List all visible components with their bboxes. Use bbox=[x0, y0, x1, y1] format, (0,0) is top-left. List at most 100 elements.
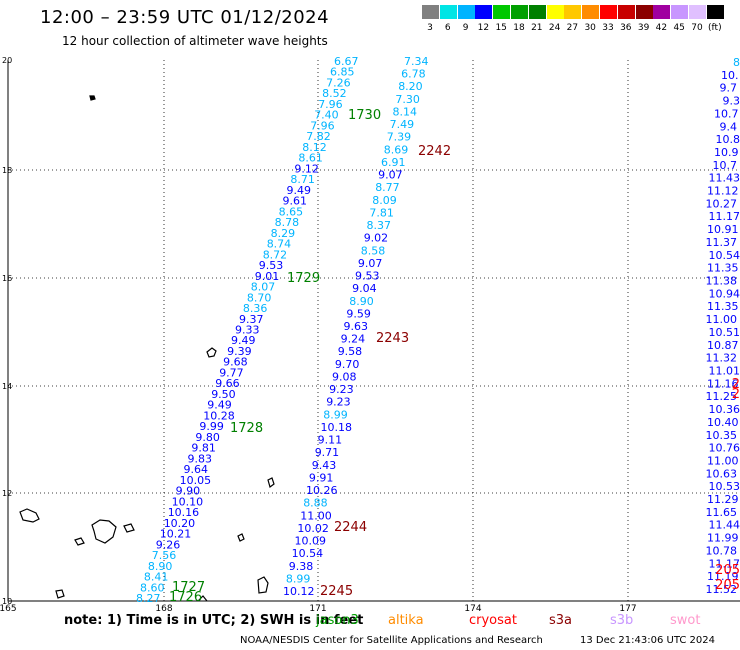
wave-height-label: 7.26 bbox=[326, 77, 351, 90]
legend-label: 3 bbox=[427, 23, 433, 33]
pass-time-label: 2245 bbox=[320, 584, 353, 599]
wave-height-label: 9.59 bbox=[346, 307, 371, 320]
legend-swatch bbox=[671, 5, 689, 19]
wave-height-label: 9.90 bbox=[176, 485, 201, 498]
wave-height-label: 10.12 bbox=[283, 585, 315, 598]
legend-label: 42 bbox=[655, 23, 668, 33]
legend-label: 30 bbox=[584, 23, 596, 33]
legend-swatch bbox=[439, 5, 457, 19]
wave-height-label: 9.43 bbox=[312, 459, 337, 472]
wave-height-label: 8.09 bbox=[372, 194, 397, 207]
satellite-cryosat: cryosat bbox=[469, 613, 517, 628]
wave-height-label: 8 bbox=[733, 56, 740, 69]
wave-height-label: 9.11 bbox=[318, 434, 343, 447]
wave-height-label: 8.72 bbox=[263, 248, 288, 261]
legend-swatch bbox=[617, 5, 635, 19]
x-tick-label: 174 bbox=[464, 604, 481, 614]
legend-label: 12 bbox=[477, 23, 490, 33]
credit-line: NOAA/NESDIS Center for Satellite Applica… bbox=[240, 635, 543, 646]
y-tick-label: 20 bbox=[2, 56, 12, 65]
wave-height-label: 11.16 bbox=[707, 377, 739, 390]
wave-height-label: 10.8 bbox=[716, 133, 740, 146]
wave-height-label: 11.29 bbox=[707, 493, 739, 506]
wave-height-label: 7.40 bbox=[314, 109, 339, 122]
wave-height-label: 9.7 bbox=[720, 82, 738, 95]
map-grid bbox=[8, 60, 740, 601]
wave-height-label: 11.43 bbox=[709, 172, 740, 185]
wave-height-label: 7.39 bbox=[387, 131, 412, 144]
pass-time-label: 1729 bbox=[287, 271, 320, 286]
y-tick-label: 10 bbox=[2, 597, 12, 606]
page-title: 12:00 – 23:59 UTC 01/12/2024 bbox=[40, 7, 330, 28]
wave-height-label: 8.74 bbox=[267, 238, 292, 251]
wave-height-label: 9.58 bbox=[338, 345, 363, 358]
altimeter-track-c: 810.9.79.310.79.410.810.910.711.4311.121… bbox=[706, 56, 740, 596]
wave-height-label: 9.49 bbox=[287, 184, 312, 197]
legend-swatch bbox=[564, 5, 582, 19]
island-shape bbox=[197, 595, 208, 602]
wave-height-label: 10.09 bbox=[295, 535, 327, 548]
pass-time-label: 205 bbox=[715, 563, 740, 578]
wave-height-label: 8.12 bbox=[302, 141, 327, 154]
island-shape bbox=[91, 519, 117, 544]
legend-swatch bbox=[582, 5, 600, 19]
wave-height-label: 10.36 bbox=[709, 403, 740, 416]
wave-height-label: 9.99 bbox=[199, 420, 224, 433]
wave-height-label: 8.52 bbox=[322, 87, 347, 100]
legend-label: 33 bbox=[602, 23, 614, 33]
wave-height-label: 9.37 bbox=[239, 313, 264, 326]
edge-time-mark: 2 bbox=[732, 377, 740, 392]
wave-height-label: 8.78 bbox=[275, 216, 300, 229]
wave-height-label: 8.58 bbox=[361, 244, 386, 257]
wave-height-label: 8.14 bbox=[393, 106, 418, 119]
wave-height-label: 9.70 bbox=[335, 358, 360, 371]
wave-height-label: 10.94 bbox=[709, 287, 740, 300]
wave-height-label: 11.32 bbox=[706, 352, 738, 365]
satellite-altika: altika bbox=[388, 613, 424, 628]
wave-height-label: 11.17 bbox=[709, 210, 740, 223]
wave-height-label: 9.53 bbox=[259, 259, 284, 272]
wave-height-label: 8.07 bbox=[251, 281, 275, 294]
legend-label: 6 bbox=[444, 23, 451, 33]
wave-height-label: 7.96 bbox=[310, 119, 335, 132]
legend-swatch bbox=[600, 5, 617, 19]
wave-height-label: 8.60 bbox=[140, 581, 165, 594]
wave-height-label: 8.77 bbox=[375, 181, 400, 194]
wave-height-label: 7.82 bbox=[306, 130, 331, 143]
axis-labels: 165 168 171 174 177 20 18 16 14 12 10 bbox=[0, 56, 637, 614]
wave-height-label: 9.68 bbox=[223, 356, 248, 369]
wave-height-label: 9.38 bbox=[289, 560, 314, 573]
wave-height-label: 8.90 bbox=[349, 295, 374, 308]
y-tick-label: 16 bbox=[2, 274, 12, 283]
legend-swatch bbox=[706, 5, 724, 19]
legend-swatch bbox=[689, 5, 706, 19]
legend-swatch bbox=[528, 5, 546, 19]
pass-time-label: 205 bbox=[715, 578, 740, 593]
pass-time-label: 2244 bbox=[334, 520, 367, 535]
wave-height-label: 9.01 bbox=[255, 270, 279, 283]
wave-height-label: 11.35 bbox=[707, 300, 739, 313]
edge-time-mark: 2 bbox=[732, 387, 740, 402]
island-shape bbox=[206, 347, 217, 358]
wave-height-label: 9.81 bbox=[191, 442, 216, 455]
legend-label: 15 bbox=[495, 23, 507, 33]
wave-height-label: 9.50 bbox=[211, 388, 236, 401]
wave-height-label: 10.10 bbox=[172, 495, 204, 508]
wave-height-label: 9.33 bbox=[235, 324, 260, 337]
wave-height-label: 6.67 bbox=[334, 55, 359, 68]
y-tick-label: 14 bbox=[2, 382, 12, 391]
wave-height-label: 7.49 bbox=[390, 118, 415, 131]
wave-height-label: 8.88 bbox=[303, 497, 328, 510]
pass-time-label: 1730 bbox=[348, 108, 381, 123]
pass-time-labels: 1730172917281727172622422243224422452052… bbox=[169, 108, 740, 605]
wave-height-label: 11.44 bbox=[709, 519, 740, 532]
wave-height-label: 10. bbox=[721, 69, 739, 82]
wave-height-label: 8.29 bbox=[271, 227, 296, 240]
wave-height-label: 9.64 bbox=[184, 463, 209, 476]
wave-height-label: 10.54 bbox=[292, 547, 324, 560]
wave-height-label: 10.63 bbox=[706, 467, 738, 480]
island-shape bbox=[123, 523, 135, 533]
wave-height-label: 9.26 bbox=[156, 538, 181, 551]
wave-height-label: 6.78 bbox=[401, 68, 426, 81]
wave-height-label: 7.96 bbox=[318, 98, 343, 111]
